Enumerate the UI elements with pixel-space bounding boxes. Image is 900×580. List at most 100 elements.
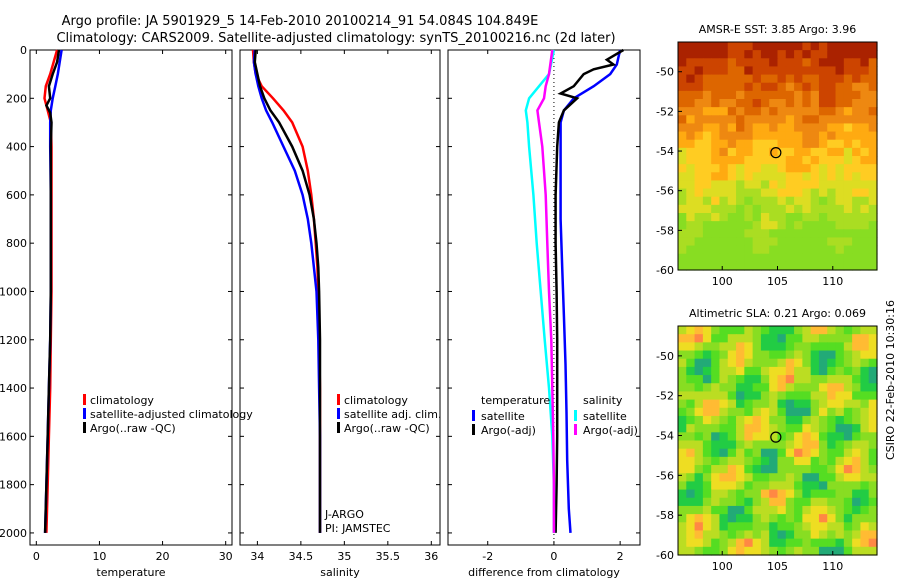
heatmap-cell [686,424,696,433]
heatmap-cell [785,204,795,214]
heatmap-cell [678,334,687,343]
heatmap-cell [702,440,712,450]
heatmap-cell [727,440,737,450]
heatmap-cell [868,473,878,482]
heatmap-cell [694,164,704,173]
heatmap-cell [852,456,862,466]
heatmap-cell [852,530,862,540]
heatmap-cell [702,253,712,263]
heatmap-cell [686,334,696,343]
heatmap-cell [719,82,729,92]
heatmap-cell [752,245,762,255]
heatmap-cell [785,213,795,222]
heatmap-cell [868,196,878,206]
heatmap-cell [744,90,754,100]
heatmap-cell [777,131,787,141]
heatmap-cell [711,196,721,206]
heatmap-cell [852,399,862,409]
heatmap-cell [719,188,729,198]
heatmap-cell [702,505,712,515]
heatmap-cell [810,50,820,59]
heatmap-cell [694,522,704,532]
heatmap-cell [752,465,762,474]
heatmap-cell [810,407,820,417]
heatmap-cell [727,107,737,116]
heatmap-cell [785,123,795,133]
heatmap-cell [860,415,870,425]
heatmap-cell [686,448,696,458]
heatmap-cell [802,90,812,100]
heatmap-cell [686,42,696,51]
heatmap-cell [694,399,704,409]
heatmap-cell [868,188,878,198]
y-tick-label: -58 [656,509,674,522]
heatmap-cell [752,50,762,59]
heatmap-cell [719,415,729,425]
heatmap-cell [810,123,820,133]
heatmap-cell [794,261,803,271]
heatmap-cell [827,375,837,384]
y-tick-label: -58 [656,224,674,237]
heatmap-cell [835,172,845,182]
heatmap-cell [702,350,712,360]
legend-entry: Argo(..raw -QC) [344,422,430,435]
heatmap-cell [719,375,729,384]
heatmap-cell [744,99,754,108]
heatmap-cell [777,204,787,214]
heatmap-cell [777,107,787,116]
heatmap-cell [777,99,787,108]
heatmap-cell [760,164,770,173]
heatmap-cell [785,253,795,263]
heatmap-cell [818,196,828,206]
heatmap-cell [794,505,803,515]
heatmap-cell [843,530,853,540]
heatmap-cell [785,489,795,499]
heatmap-cell [760,156,770,165]
heatmap-cell [711,164,721,173]
heatmap-cell [711,82,721,92]
heatmap-cell [777,538,787,548]
heatmap-cell [785,180,795,190]
heatmap-cell [694,58,704,68]
heatmap-cell [727,66,737,76]
heatmap-cell [810,58,820,68]
heatmap-cell [711,326,721,335]
heatmap-cell [727,245,737,255]
heatmap-cell [760,74,770,84]
heatmap-cell [752,383,762,393]
heatmap-cell [794,213,803,222]
heatmap-cell [686,383,696,393]
heatmap-cell [760,139,770,149]
heatmap-cell [794,131,803,141]
heatmap-cell [818,172,828,182]
heatmap-cell [860,50,870,59]
x-tick-label: 35.5 [376,550,401,563]
heatmap-cell [860,456,870,466]
heatmap-cell [702,147,712,157]
heatmap-cell [868,123,878,133]
heatmap-cell [802,326,812,335]
heatmap-cell [860,530,870,540]
heatmap-cell [694,261,704,271]
heatmap-cell [868,424,878,433]
heatmap-cell [852,375,862,384]
heatmap-cell [727,261,737,271]
heatmap-cell [860,391,870,401]
heatmap-cell [802,514,812,523]
x-tick-label: 35 [337,550,351,563]
heatmap-cell [785,399,795,409]
heatmap-cell [694,505,704,515]
heatmap-cell [802,407,812,417]
heatmap-cell [736,407,745,417]
heatmap-cell [711,505,721,515]
legend-entry: satellite adj. clim. [344,408,441,421]
heatmap-cell [802,115,812,125]
heatmap-cell [852,514,862,523]
heatmap-cell [827,213,837,222]
heatmap-cell [752,147,762,157]
heatmap-cell [702,391,712,401]
heatmap-cell [827,481,837,491]
heatmap-cell [777,383,787,393]
heatmap-cell [752,229,762,239]
heatmap-cell [827,123,837,133]
